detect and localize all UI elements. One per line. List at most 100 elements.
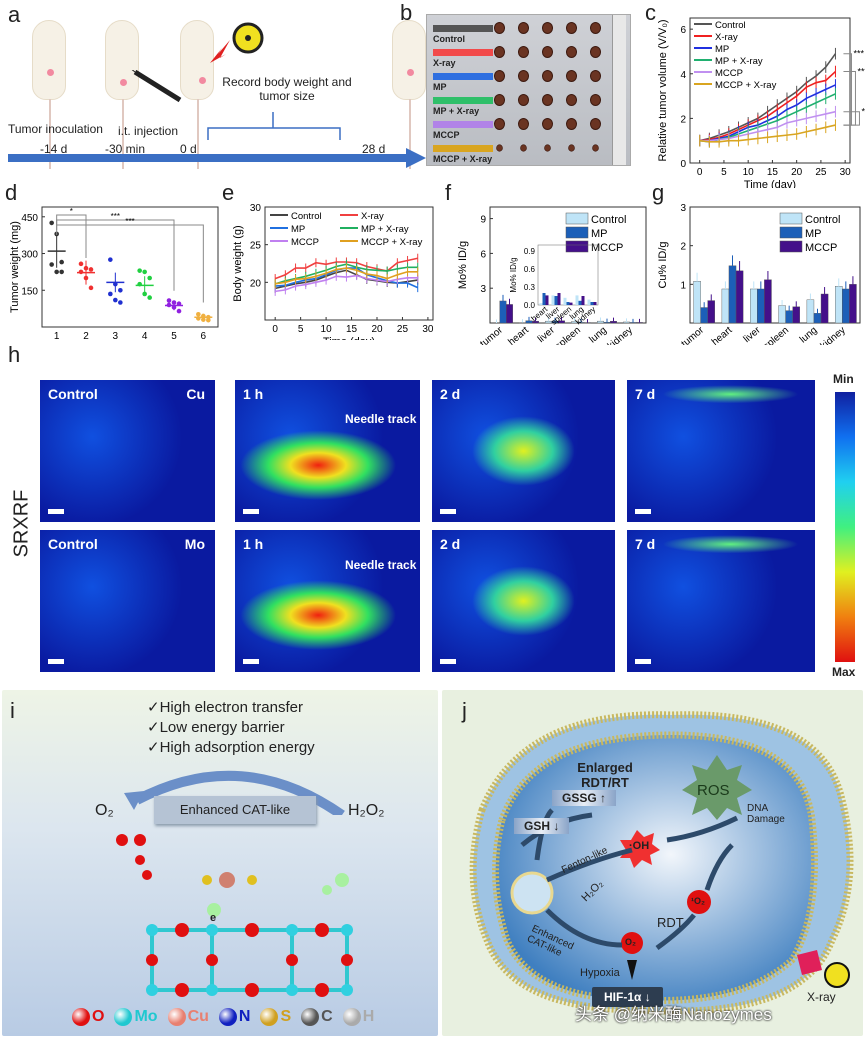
y-tick-label: 25: [250, 241, 262, 252]
data-point: [166, 298, 172, 303]
legend-label: MCCP: [291, 237, 319, 248]
data-point: [113, 297, 118, 303]
srxrf-map-mo-3: 7 d: [627, 530, 815, 672]
chart-tumor-volume: 0 2 4 6 0 5 10 15 20 25 30 Time (day) Relative tumor…: [657, 17, 865, 188]
bar: [835, 286, 843, 324]
bar: [603, 321, 611, 324]
bar: [728, 265, 737, 324]
atom-icon: [301, 1008, 320, 1026]
timepoint-label: Control: [48, 536, 98, 552]
record-label: Record body weight and tumor size: [222, 75, 352, 103]
bar: [842, 288, 850, 324]
bar: [764, 279, 772, 324]
timepoint-label: 7 d: [635, 536, 656, 552]
y-axis-label: Mo% ID/g: [457, 241, 469, 289]
y-tick-label: 450: [21, 213, 38, 224]
group-label: MCCP: [433, 130, 460, 140]
significance-label: ***: [853, 49, 864, 59]
tumor-sample: [567, 47, 576, 57]
significance-bracket: [843, 71, 856, 126]
x-tick-label: 1: [54, 331, 60, 340]
tumor-sample: [495, 71, 504, 81]
tumor-sample: [568, 145, 575, 151]
rdt-label: RDT: [657, 915, 684, 930]
tumor-sample: [567, 71, 576, 81]
y-tick-label: 2: [680, 114, 686, 125]
o2-label: O₂: [625, 937, 636, 947]
group-label: X-ray: [433, 58, 456, 68]
data-point: [49, 220, 54, 226]
bar: [499, 300, 507, 324]
panel-label-i: i: [10, 698, 15, 723]
legend-label: C: [321, 1008, 333, 1025]
group-label: MCCP + X-ray: [433, 154, 493, 164]
tumor-sample: [519, 47, 528, 57]
panel-label-j: j: [462, 698, 467, 723]
x-tick-label: 2: [83, 331, 89, 340]
bar: [849, 284, 857, 324]
tumor-sample: [543, 71, 552, 81]
tumor-sample: [567, 119, 576, 129]
x-tick-label: spleen: [553, 325, 583, 345]
inset-bar: [587, 299, 591, 305]
scale-bar: [48, 659, 64, 664]
timepoint-label: 2 d: [440, 536, 461, 552]
srxrf-map-cu-2: 2 d: [432, 380, 615, 522]
x-tick-label: heart: [710, 325, 735, 345]
significance-bracket: [843, 111, 860, 126]
panel-label-f: f: [445, 180, 452, 205]
h2o2-label: H₂O₂: [348, 802, 385, 819]
radiation-icon: [210, 22, 264, 63]
plot-frame: [689, 206, 861, 324]
inset-bar: [593, 302, 597, 305]
y-tick-label: 3: [680, 203, 686, 214]
tumor-photo: Control X-ray MP MP + X-ray MCCP MCCP + X-ray: [426, 14, 631, 166]
data-point: [78, 261, 84, 267]
srxrf-map-mo-1: 1 h Needle track: [235, 530, 420, 672]
legend-label: MCCP: [715, 68, 743, 79]
x-tick-label: liver: [742, 324, 764, 345]
x-tick-label: 15: [767, 167, 779, 178]
x-tick-label: 10: [321, 324, 333, 335]
data-point: [88, 267, 94, 272]
curved-arrow: [124, 770, 345, 815]
x-tick-label: 30: [422, 324, 434, 335]
panel-label-b: b: [400, 0, 413, 25]
legend-swatch: [779, 226, 803, 239]
inset-bar: [551, 295, 555, 305]
feature-item: ✓High adsorption energy: [147, 739, 315, 756]
legend-label: Cu: [187, 1008, 209, 1025]
panel-i: i ✓High electron transfer ✓Low energy ba…: [2, 690, 438, 1036]
legend-label: O: [92, 1008, 105, 1025]
mouse-illustration: [32, 20, 66, 169]
x-tick-label: lung: [798, 325, 820, 345]
legend-label: MCCP + X-ray: [361, 237, 423, 248]
x-tick-label: kidney: [606, 325, 635, 345]
tumor-sample: [495, 47, 504, 57]
y-tick-label: 6: [480, 249, 486, 260]
y-tick-label: 20: [250, 278, 262, 289]
tumor-sample: [543, 47, 552, 57]
plot-frame: [689, 17, 851, 164]
inset-bar: [590, 302, 594, 305]
legend-label: MP + X-ray: [361, 224, 409, 235]
inset-bar: [578, 300, 582, 305]
tumor-sample: [519, 23, 528, 33]
singlet-oxygen-label: ¹O₂: [691, 896, 705, 906]
data-point: [108, 291, 113, 297]
data-point: [206, 317, 211, 323]
time-label: -14 d: [40, 142, 68, 156]
bar: [629, 322, 637, 324]
significance-label: ***: [125, 217, 134, 226]
bar: [636, 322, 643, 324]
panel-j: j Enlarged RDT/RT ROS GSSG ↑ GSH ↓ Fento…: [442, 690, 863, 1036]
series-line: [699, 110, 836, 142]
bar: [506, 304, 513, 324]
bar: [700, 307, 708, 324]
step-label: i.t. injection: [118, 124, 179, 138]
data-point: [54, 269, 59, 275]
data-point: [147, 275, 152, 281]
group-label: Control: [433, 34, 465, 44]
tumor-sample: [543, 119, 552, 129]
